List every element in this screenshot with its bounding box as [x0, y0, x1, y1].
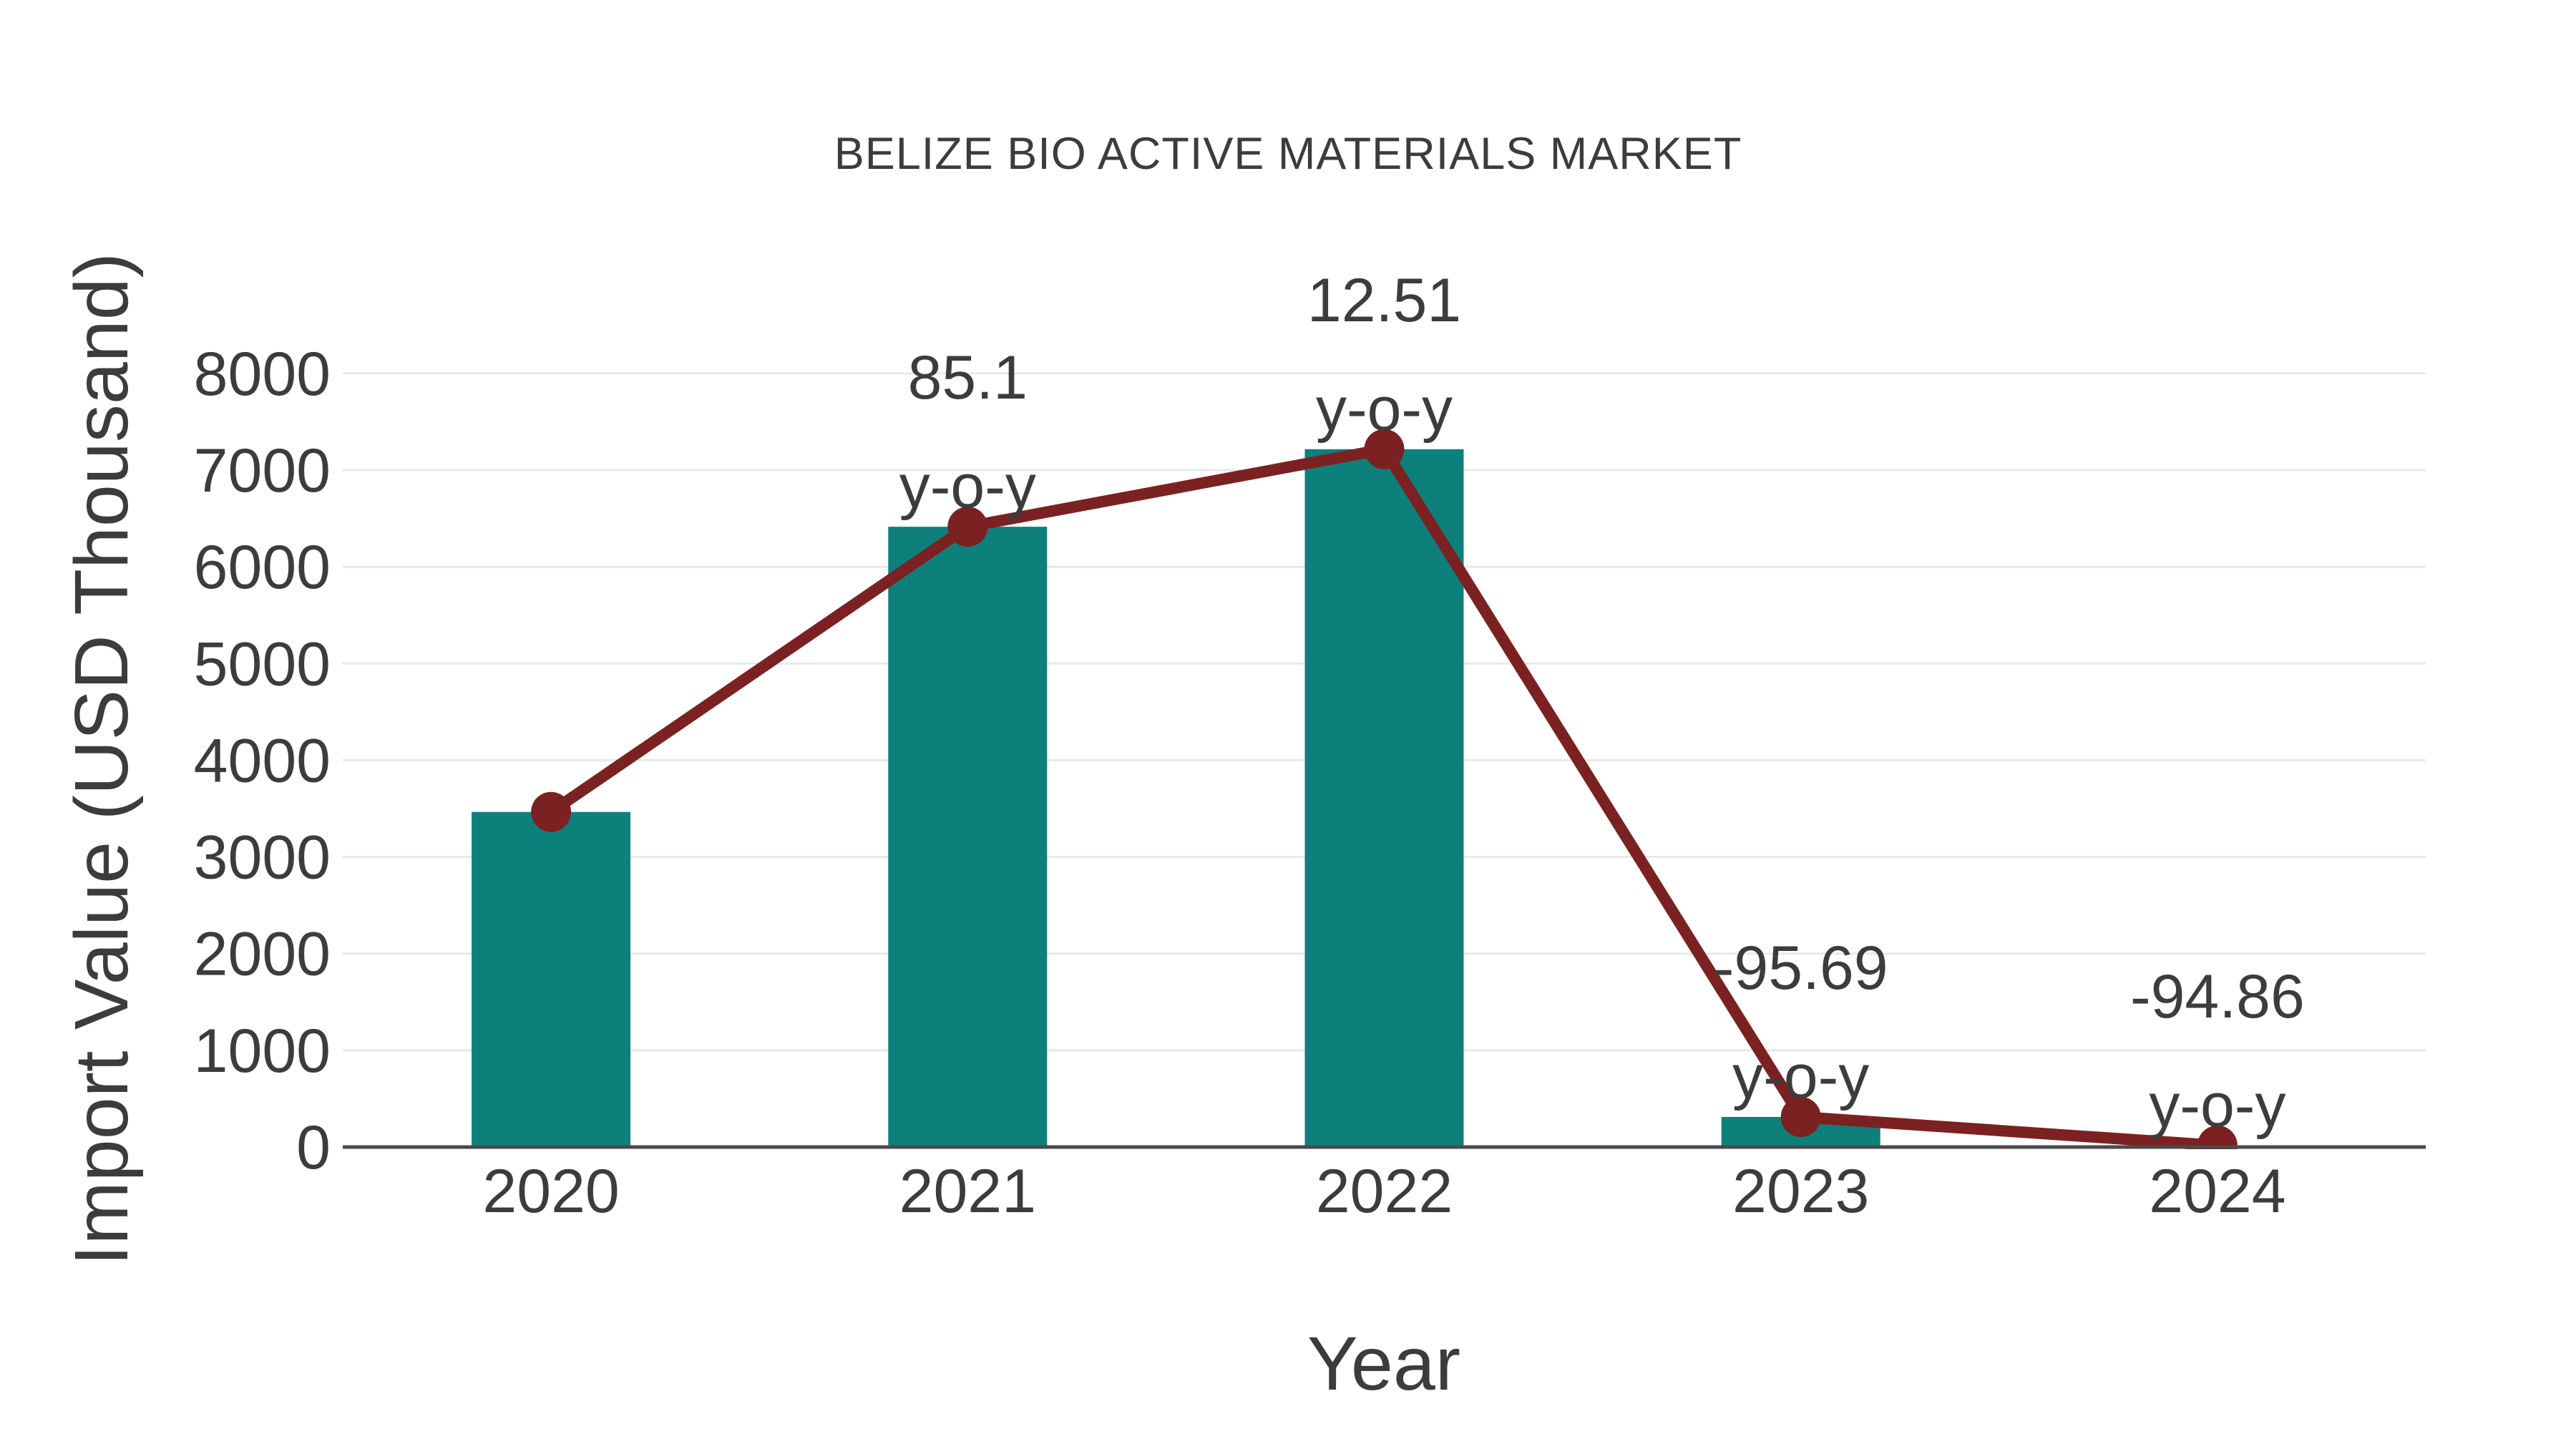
y-tick-label-5000: 5000 — [194, 630, 331, 698]
annotation-label-2024: y-o-y — [2149, 1071, 2285, 1140]
data-point-2021 — [947, 507, 988, 547]
y-tick-label-4000: 4000 — [194, 726, 331, 795]
y-tick-label-8000: 8000 — [194, 340, 331, 409]
x-tick-label-2020: 2020 — [482, 1157, 619, 1226]
y-axis-tick-labels: 0 1000 2000 3000 4000 5000 6000 7000 8000 — [194, 340, 331, 1182]
y-tick-label-7000: 7000 — [194, 436, 331, 505]
x-tick-label-2022: 2022 — [1316, 1157, 1453, 1226]
chart-title: BELIZE BIO ACTIVE MATERIALS MARKET — [834, 129, 1742, 179]
y-tick-label-3000: 3000 — [194, 824, 331, 892]
bar-2021 — [888, 527, 1048, 1147]
x-tick-label-2024: 2024 — [2149, 1157, 2285, 1226]
bar-2022 — [1304, 449, 1464, 1147]
data-point-2024 — [2197, 1125, 2238, 1149]
y-axis-title: Import Value (USD Thousand) — [59, 253, 144, 1266]
bar-series — [472, 449, 2297, 1147]
y-tick-label-0: 0 — [296, 1113, 331, 1182]
line-series — [531, 429, 2238, 1149]
y-tick-label-6000: 6000 — [194, 533, 331, 602]
annotation-value-2023: -95.69 — [1714, 934, 1888, 1002]
x-tick-label-2023: 2023 — [1732, 1157, 1869, 1226]
data-point-2022 — [1364, 429, 1405, 469]
annotation-value-2024: -94.86 — [2130, 962, 2305, 1031]
bar-2020 — [472, 811, 631, 1147]
data-point-2023 — [1780, 1096, 1821, 1137]
annotations: 85.1 y-o-y 12.51 y-o-y -95.69 y-o-y -94.86 y-o-… — [899, 266, 2305, 1140]
annotation-value-2022: 12.51 — [1307, 266, 1461, 335]
annotation-label-2023: y-o-y — [1732, 1043, 1869, 1111]
annotation-label-2021: y-o-y — [899, 452, 1036, 521]
annotation-value-2021: 85.1 — [908, 343, 1028, 412]
y-tick-label-1000: 1000 — [194, 1017, 331, 1085]
x-tick-label-2021: 2021 — [899, 1157, 1036, 1226]
data-point-2020 — [531, 791, 572, 832]
annotation-label-2022: y-o-y — [1316, 375, 1453, 444]
x-axis-tick-labels: 2020 2021 2022 2023 2024 — [482, 1157, 2285, 1226]
x-axis-title: Year — [1307, 1322, 1460, 1406]
y-tick-label-2000: 2000 — [194, 920, 331, 989]
